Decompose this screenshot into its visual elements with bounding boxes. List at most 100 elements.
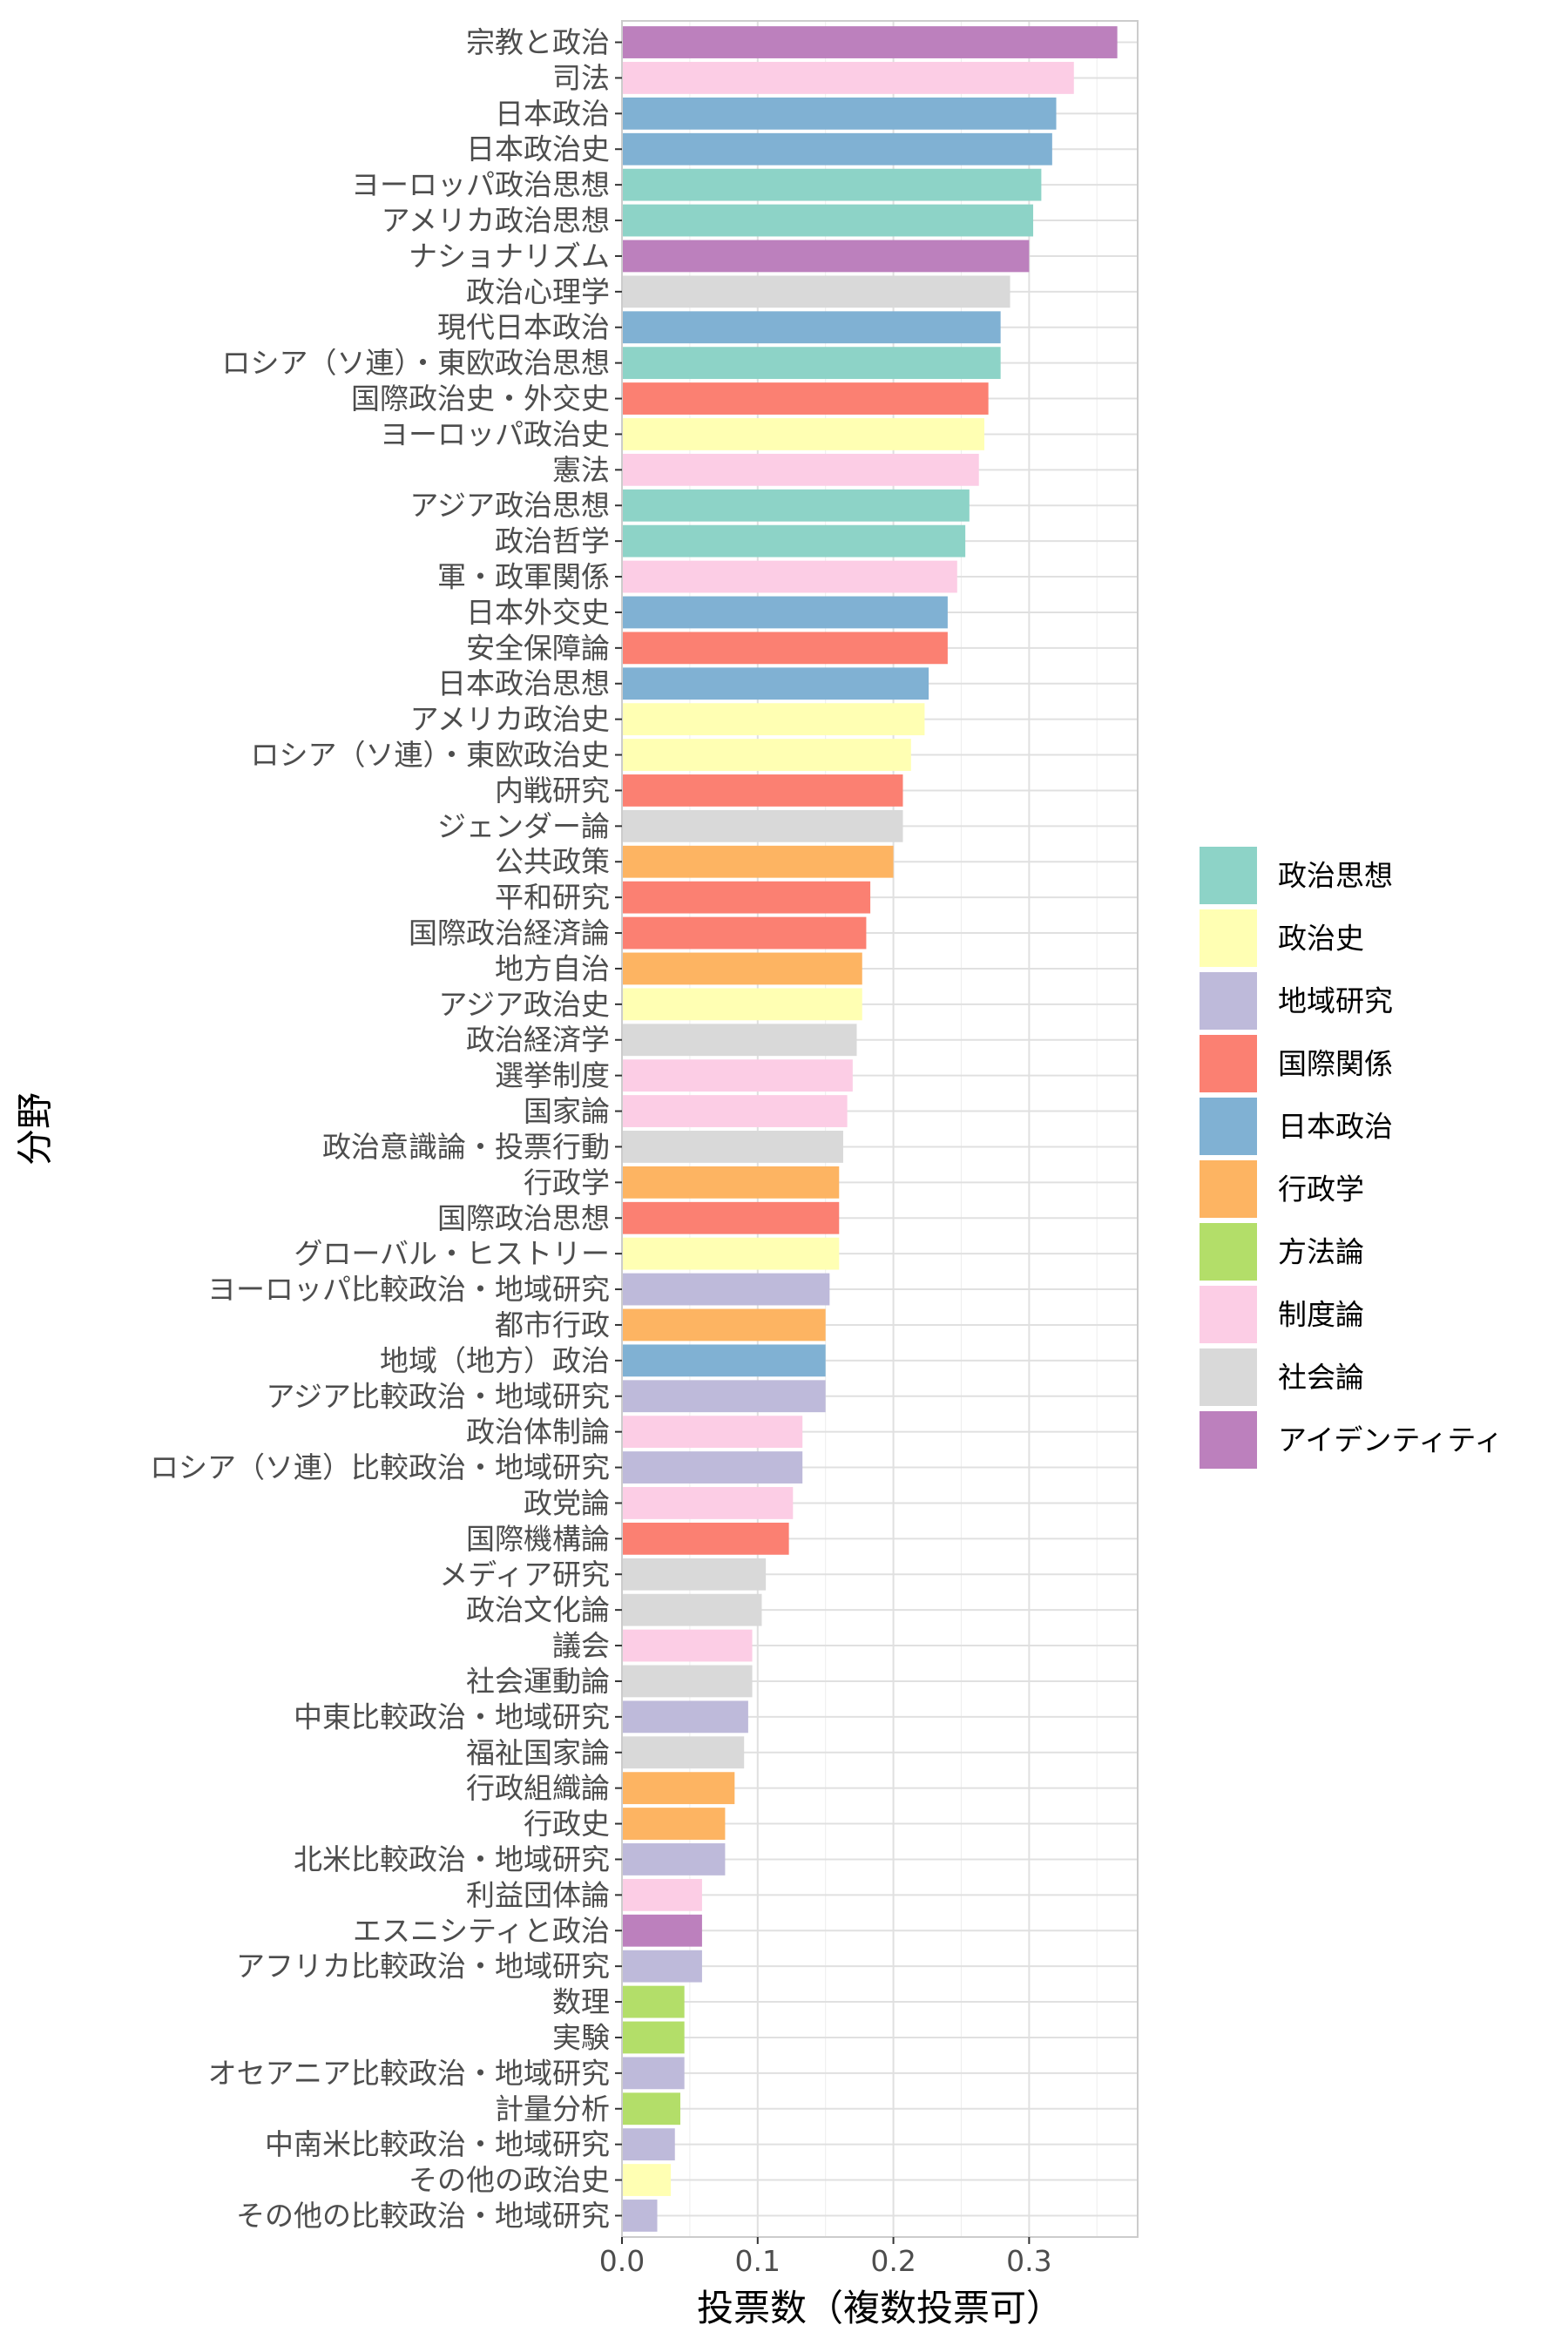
bar bbox=[622, 1024, 857, 1057]
bar bbox=[622, 1736, 745, 1769]
x-axis-title: 投票数（複数投票可） bbox=[697, 2287, 1063, 2329]
x-tick-label: 0.2 bbox=[870, 2244, 916, 2278]
bar bbox=[622, 1380, 826, 1413]
y-tick-label: 日本政治思想 bbox=[437, 666, 610, 700]
y-tick-label: アジア政治史 bbox=[438, 987, 610, 1021]
bar bbox=[622, 1131, 843, 1163]
bar bbox=[622, 1808, 726, 1840]
bar bbox=[622, 1843, 726, 1876]
y-tick-label: 行政学 bbox=[524, 1166, 610, 1200]
bar bbox=[622, 347, 1001, 380]
y-tick-label: グローバル・ヒストリー bbox=[294, 1237, 610, 1271]
y-tick-label: 数理 bbox=[552, 1985, 610, 2019]
y-tick-label: アジア政治思想 bbox=[409, 489, 610, 523]
y-tick-label: 軍・政軍関係 bbox=[437, 560, 610, 594]
y-tick-label: 行政史 bbox=[524, 1807, 610, 1841]
bar bbox=[622, 2200, 658, 2232]
bar bbox=[622, 1558, 767, 1591]
y-tick-label: 福祉国家論 bbox=[466, 1735, 610, 1769]
legend-key bbox=[1200, 1160, 1257, 1218]
bar bbox=[622, 1237, 840, 1270]
bar bbox=[622, 1985, 685, 2018]
bar bbox=[622, 809, 903, 842]
bar bbox=[622, 453, 979, 486]
y-tick-label: その他の比較政治・地域研究 bbox=[236, 2199, 610, 2233]
bar bbox=[622, 703, 925, 736]
bar bbox=[622, 382, 989, 415]
y-tick-label: その他の政治史 bbox=[409, 2163, 610, 2197]
bar bbox=[622, 774, 903, 807]
bar bbox=[622, 1593, 762, 1626]
bar bbox=[622, 1665, 753, 1698]
legend-label: 方法論 bbox=[1278, 1235, 1364, 1269]
y-tick-label: 実験 bbox=[552, 2020, 610, 2054]
y-tick-label: 中南米比較政治・地域研究 bbox=[265, 2127, 610, 2161]
y-tick-label: ヨーロッパ政治思想 bbox=[351, 168, 610, 202]
bar bbox=[622, 1772, 735, 1805]
bar bbox=[622, 596, 948, 629]
y-tick-label: 憲法 bbox=[552, 453, 610, 487]
y-tick-label: 政党論 bbox=[524, 1486, 610, 1520]
bar bbox=[622, 1700, 748, 1734]
y-tick-label: 平和研究 bbox=[495, 881, 610, 915]
legend-label: 政治史 bbox=[1278, 922, 1364, 956]
y-tick-label: アフリカ比較政治・地域研究 bbox=[236, 1950, 610, 1984]
bar bbox=[622, 2164, 672, 2196]
y-tick-label: 日本政治史 bbox=[466, 132, 610, 166]
y-tick-label: アジア比較政治・地域研究 bbox=[266, 1379, 610, 1413]
y-tick-label: 北米比較政治・地域研究 bbox=[294, 1842, 610, 1876]
y-tick-label: 社会運動論 bbox=[466, 1664, 610, 1698]
bar bbox=[622, 1344, 826, 1377]
bar bbox=[622, 489, 970, 522]
bar bbox=[622, 1059, 853, 1092]
y-tick-label: アメリカ政治史 bbox=[410, 702, 610, 736]
bar bbox=[622, 1273, 830, 1306]
panel-border bbox=[621, 20, 1139, 2238]
legend-key bbox=[1200, 1286, 1257, 1343]
bar bbox=[622, 2021, 685, 2054]
bar bbox=[622, 1095, 848, 1127]
y-tick-label: 計量分析 bbox=[495, 2092, 610, 2126]
legend-label: 日本政治 bbox=[1278, 1110, 1393, 1144]
bar-layer bbox=[622, 26, 1118, 2232]
bar bbox=[622, 418, 984, 450]
y-tick-label: ジェンダー論 bbox=[437, 809, 610, 843]
bar bbox=[622, 1451, 803, 1484]
legend-label: アイデンティティ bbox=[1278, 1423, 1503, 1457]
y-tick-label: 国際政治思想 bbox=[437, 1201, 610, 1235]
bar bbox=[622, 952, 862, 985]
y-tick-label: 地方自治 bbox=[495, 951, 610, 985]
legend-key bbox=[1200, 972, 1257, 1030]
bar bbox=[622, 1201, 840, 1234]
y-tick-label: 政治文化論 bbox=[466, 1593, 610, 1627]
y-tick-label: 公共政策 bbox=[495, 845, 610, 879]
bar bbox=[622, 1522, 789, 1555]
y-tick-label: 司法 bbox=[552, 61, 610, 95]
y-tick-label: 政治経済学 bbox=[466, 1023, 610, 1057]
legend-label: 地域研究 bbox=[1278, 984, 1393, 1018]
bar bbox=[622, 1416, 803, 1449]
bar bbox=[622, 2057, 685, 2090]
y-tick-label: エスニシティと政治 bbox=[353, 1914, 610, 1948]
legend-key bbox=[1200, 1223, 1257, 1281]
bar bbox=[622, 168, 1042, 201]
y-tick-label: ロシア（ソ連）・東欧政治史 bbox=[251, 738, 611, 772]
bar bbox=[622, 204, 1034, 237]
bar bbox=[622, 1487, 794, 1519]
y-tick-label: オセアニア比較政治・地域研究 bbox=[208, 2056, 610, 2090]
x-tick-label: 0.3 bbox=[1006, 2244, 1051, 2278]
legend-label: 政治思想 bbox=[1278, 859, 1393, 893]
x-tick-label: 0.0 bbox=[599, 2244, 645, 2278]
bar bbox=[622, 26, 1118, 58]
legend-label: 社会論 bbox=[1278, 1361, 1364, 1395]
y-tick-label: 都市行政 bbox=[495, 1308, 610, 1342]
bar bbox=[622, 916, 867, 950]
y-tick-label: 国際機構論 bbox=[466, 1522, 610, 1556]
y-tick-label: 国際政治経済論 bbox=[409, 916, 610, 950]
y-tick-label: メディア研究 bbox=[439, 1558, 610, 1592]
y-tick-label: ナショナリズム bbox=[409, 239, 610, 273]
bar bbox=[622, 1629, 753, 1662]
bar bbox=[622, 2128, 675, 2161]
